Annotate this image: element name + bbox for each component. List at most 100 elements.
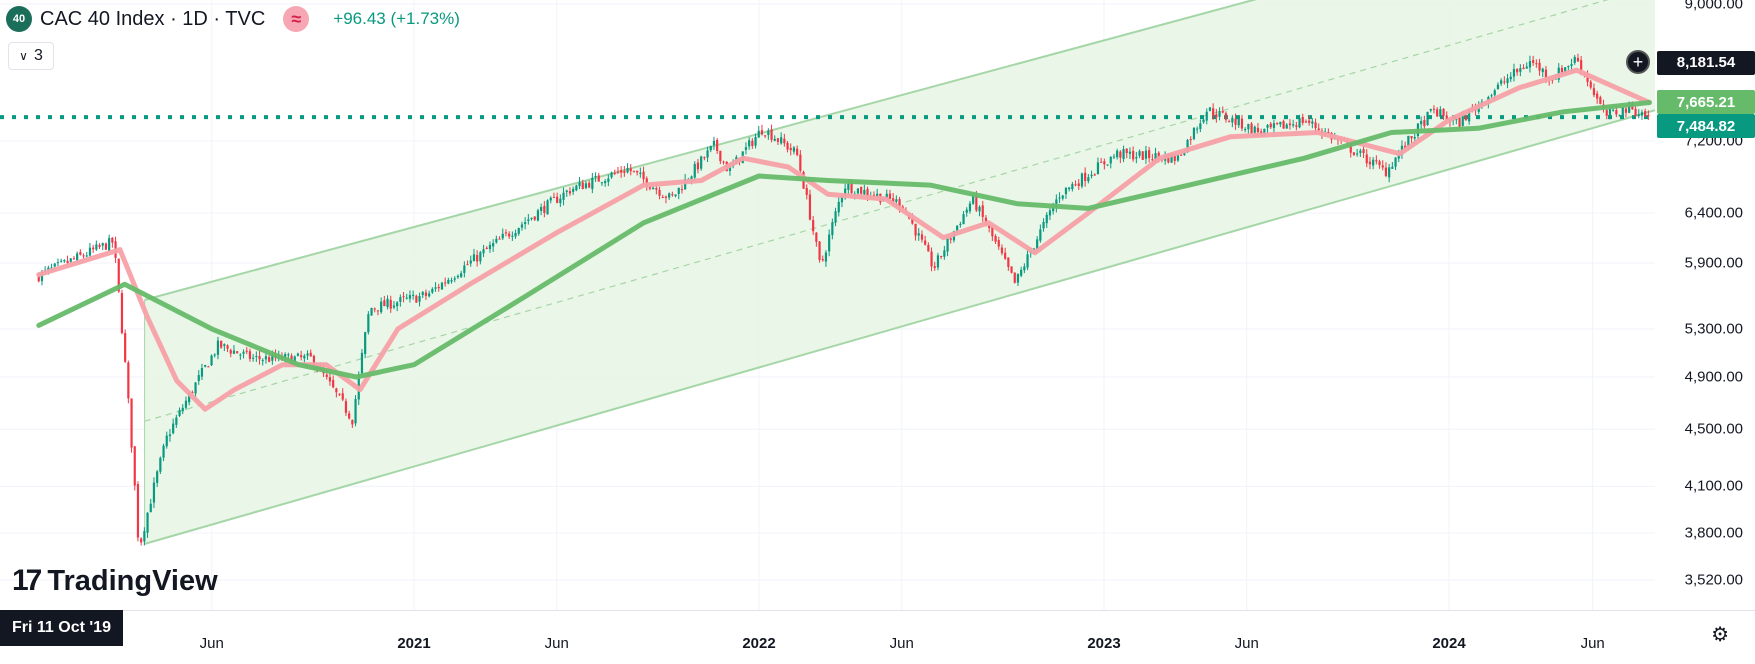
- candle-body: [149, 503, 152, 513]
- candle-body: [540, 206, 543, 211]
- candle-body: [1087, 177, 1090, 182]
- candle-body: [565, 190, 568, 192]
- candle-body: [866, 188, 869, 196]
- candle-body: [911, 217, 914, 224]
- candle-body: [655, 188, 658, 190]
- candle-body: [860, 186, 863, 194]
- candle-body: [1016, 274, 1020, 283]
- candle-body: [856, 188, 860, 194]
- candle-body: [1592, 88, 1596, 96]
- candle-body: [194, 382, 197, 394]
- candle-body: [1237, 117, 1240, 126]
- candle-body: [1308, 120, 1311, 123]
- settings-gear-icon[interactable]: ⚙: [1711, 624, 1729, 646]
- candle-body: [428, 293, 431, 297]
- candle-body: [1461, 115, 1464, 126]
- candle-body: [959, 224, 962, 226]
- candle-body: [424, 292, 428, 296]
- candle-body: [975, 195, 978, 211]
- candle-body: [124, 333, 127, 362]
- candle-body: [863, 189, 866, 195]
- candle-body: [616, 171, 620, 173]
- candle-body: [447, 279, 450, 284]
- candle-body: [517, 228, 520, 234]
- candle-body: [92, 247, 95, 250]
- candle-body: [312, 355, 316, 367]
- candle-body: [1423, 120, 1426, 127]
- candle-body: [242, 351, 245, 354]
- candle-body: [117, 258, 120, 292]
- candle-body: [1052, 206, 1055, 212]
- candle-body: [1397, 153, 1400, 159]
- candle-body: [466, 264, 469, 266]
- candle-body: [472, 254, 476, 262]
- candle-body: [981, 205, 984, 217]
- symbol-title[interactable]: CAC 40 Index · 1D · TVC: [40, 7, 266, 30]
- candle-body: [181, 407, 184, 412]
- candle-body: [831, 222, 834, 236]
- indicators-toggle-button[interactable]: ∨ 3: [8, 42, 54, 70]
- candle-body: [623, 171, 626, 173]
- candle-body: [306, 353, 309, 356]
- candle-body: [940, 255, 943, 257]
- candle-body: [1381, 165, 1384, 168]
- candle-body: [1596, 93, 1599, 99]
- candle-body: [821, 259, 824, 261]
- candle-body: [197, 375, 200, 382]
- candle-body: [498, 238, 501, 240]
- candle-body: [431, 288, 434, 293]
- candle-body: [956, 225, 959, 231]
- candle-body: [1173, 155, 1176, 161]
- candle-body: [700, 156, 703, 169]
- chart-pane[interactable]: [0, 0, 1656, 610]
- candle-body: [1506, 78, 1509, 84]
- candle-body: [652, 187, 655, 190]
- tradingview-logo[interactable]: 17 TradingView: [12, 564, 218, 598]
- candle-body: [815, 232, 818, 242]
- candle-body: [1615, 110, 1618, 115]
- candle-body: [578, 182, 581, 187]
- candle-body: [546, 200, 549, 215]
- candle-body: [370, 308, 373, 316]
- candle-body: [1388, 167, 1391, 178]
- candle-body: [754, 137, 757, 146]
- candle-body: [1170, 154, 1173, 163]
- candle-body: [572, 188, 575, 192]
- candle-body: [172, 423, 175, 434]
- candle-body: [892, 198, 895, 203]
- candle-body: [402, 296, 405, 298]
- candle-body: [773, 138, 776, 141]
- price-chart[interactable]: [0, 0, 1656, 610]
- candle-body: [722, 161, 725, 163]
- candle-body: [658, 189, 661, 196]
- candle-body: [594, 176, 597, 178]
- candle-body: [408, 295, 412, 299]
- candle-body: [924, 240, 927, 245]
- chevron-down-icon: ∨: [19, 49, 28, 63]
- candle-body: [364, 332, 367, 354]
- candle-body: [188, 392, 191, 403]
- approx-icon[interactable]: ≈: [283, 6, 310, 32]
- tradingview-logo-text: TradingView: [47, 564, 218, 597]
- price-tick-label: 9,000.00: [1684, 0, 1743, 13]
- add-alert-plus-icon[interactable]: +: [1626, 50, 1650, 74]
- candle-body: [751, 140, 754, 146]
- candle-body: [639, 172, 642, 175]
- candle-body: [556, 196, 559, 203]
- time-axis[interactable]: Jun 2021 Jun 2022 Jun 2023 Jun 2024 Jun: [0, 610, 1755, 664]
- candle-body: [760, 130, 764, 135]
- candle-body: [335, 388, 338, 393]
- candle-body: [607, 178, 610, 182]
- candle-body: [1205, 111, 1208, 121]
- candle-body: [258, 356, 261, 360]
- candle-body: [1605, 109, 1608, 116]
- candle-body: [389, 299, 392, 309]
- candle-body: [1234, 118, 1237, 125]
- candle-body: [79, 252, 82, 255]
- candle-body: [716, 139, 719, 151]
- candle-body: [1135, 157, 1138, 159]
- candle-body: [111, 237, 114, 243]
- candle-body: [1624, 108, 1628, 113]
- candle-body: [1490, 95, 1493, 97]
- candle-body: [1058, 197, 1061, 199]
